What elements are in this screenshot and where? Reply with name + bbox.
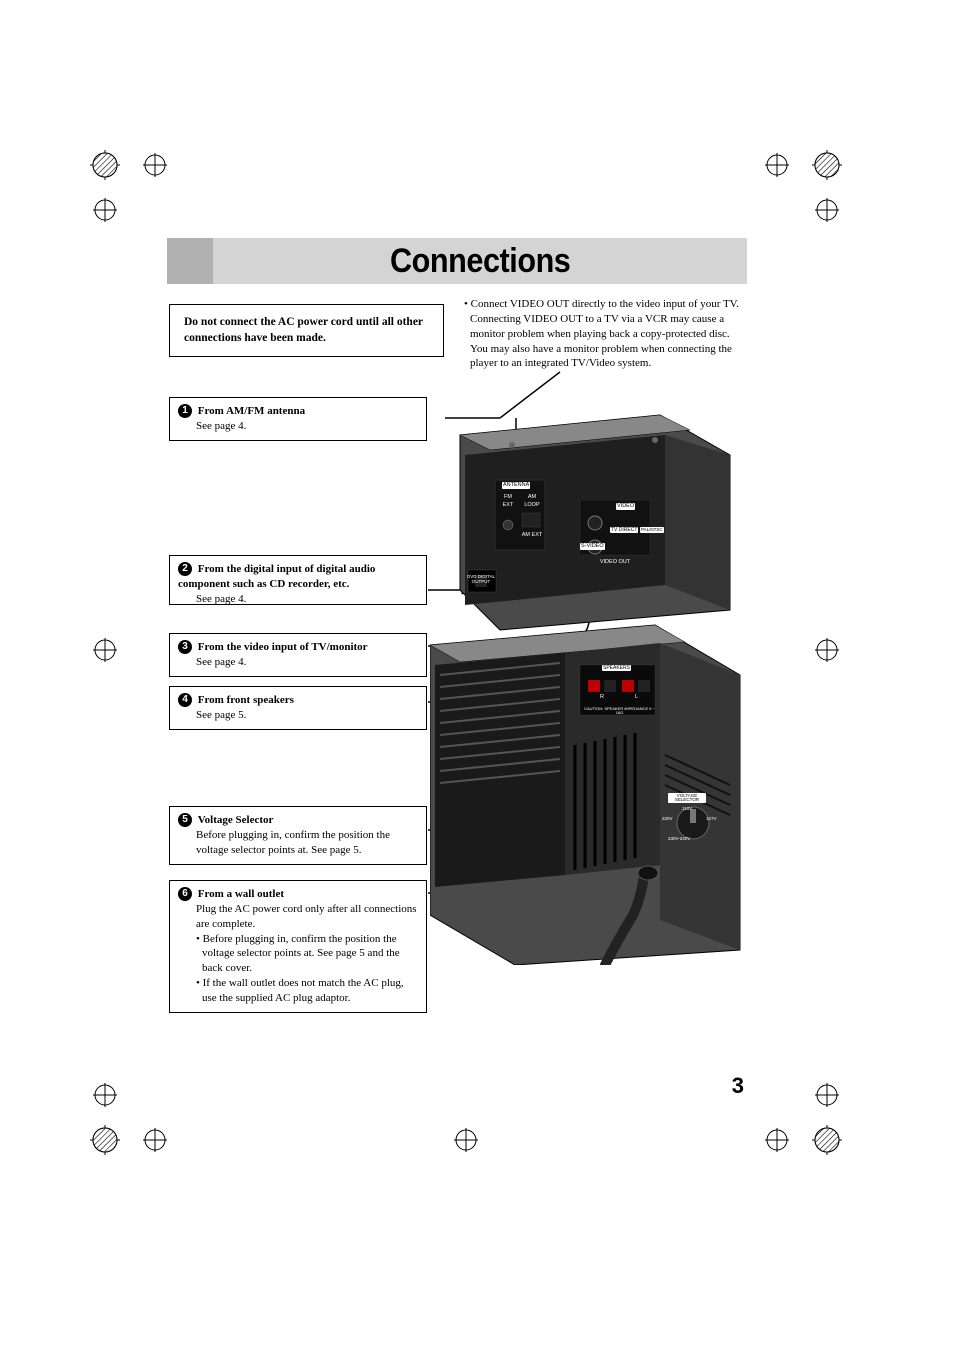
label-tvdirect: TV DIRECT bbox=[610, 527, 638, 533]
label-amext: AM EXT bbox=[520, 533, 544, 539]
callout-number: 1 bbox=[178, 404, 192, 418]
device-illustration bbox=[430, 375, 760, 965]
video-out-note: • Connect VIDEO OUT directly to the vide… bbox=[464, 297, 742, 371]
callout-title: From a wall outlet bbox=[198, 888, 284, 900]
callout-title: From AM/FM antenna bbox=[198, 405, 305, 417]
label-fm: FM bbox=[502, 495, 514, 501]
device-rear-panel: ANTENNA FM EXT AM LOOP AM EXT DVD DIGITA… bbox=[430, 375, 760, 965]
label-speakers: SPEAKERS bbox=[602, 665, 631, 671]
callout-number: 3 bbox=[178, 640, 192, 654]
callout-list: • Before plugging in, confirm the positi… bbox=[178, 932, 418, 1006]
callout-body: See page 4. bbox=[178, 655, 418, 670]
page-title: Connections bbox=[390, 242, 570, 281]
label-video-out: VIDEO OUT bbox=[595, 560, 635, 566]
callout-speakers: 4 From front speakers See page 5. bbox=[169, 686, 427, 730]
callout-voltage: 5 Voltage Selector Before plugging in, c… bbox=[169, 806, 427, 865]
title-strip: Connections bbox=[213, 238, 747, 284]
label-caution: CAUTION: SPEAKER IMPEDANCE 6 ~ 16Ω bbox=[582, 707, 657, 715]
label-antenna: ANTENNA bbox=[502, 482, 530, 489]
callout-title: From the video input of TV/monitor bbox=[198, 641, 368, 653]
page-number: 3 bbox=[732, 1073, 744, 1099]
list-item-text: Before plugging in, confirm the position… bbox=[202, 933, 400, 975]
label-loop: LOOP bbox=[523, 503, 541, 509]
label-r: R bbox=[600, 695, 604, 701]
callout-outlet: 6 From a wall outlet Plug the AC power c… bbox=[169, 880, 427, 1013]
list-item: • If the wall outlet does not match the … bbox=[196, 976, 418, 1006]
callout-body: See page 5. bbox=[178, 708, 418, 723]
label-220v: 220V bbox=[662, 817, 673, 822]
label-digital-out: DVD DIGITAL OUTPUT bbox=[464, 575, 498, 584]
label-video: VIDEO bbox=[616, 503, 635, 510]
callout-number: 5 bbox=[178, 813, 192, 827]
callout-antenna: 1 From AM/FM antenna See page 4. bbox=[169, 397, 427, 441]
list-item-text: If the wall outlet does not match the AC… bbox=[202, 977, 404, 1004]
title-bar: Connections bbox=[167, 238, 747, 284]
callout-title: From front speakers bbox=[198, 694, 294, 706]
label-ext: EXT bbox=[502, 503, 514, 509]
bullet: • bbox=[464, 298, 468, 310]
callout-digital: 2 From the digital input of digital audi… bbox=[169, 555, 427, 605]
list-item: • Before plugging in, confirm the positi… bbox=[196, 932, 418, 977]
callout-title: From the digital input of digital audio … bbox=[178, 563, 375, 590]
label-am: AM bbox=[525, 495, 539, 501]
label-l: L bbox=[635, 695, 638, 701]
callout-title: Voltage Selector bbox=[198, 814, 274, 826]
callout-number: 2 bbox=[178, 562, 192, 576]
label-voltage-selector: VOLTAGE SELECTOR bbox=[668, 793, 706, 803]
callout-video: 3 From the video input of TV/monitor See… bbox=[169, 633, 427, 677]
callout-body: See page 4. bbox=[178, 419, 418, 434]
callout-body: Before plugging in, confirm the position… bbox=[178, 828, 418, 858]
warning-box: Do not connect the AC power cord until a… bbox=[169, 304, 444, 357]
callout-number: 6 bbox=[178, 887, 192, 901]
callout-body: See page 4. bbox=[178, 592, 418, 607]
video-out-note-text: Connect VIDEO OUT directly to the video … bbox=[470, 298, 739, 369]
label-svideo: S-VIDEO bbox=[580, 543, 605, 550]
title-accent-block bbox=[167, 238, 213, 284]
label-230v: 230V-240V bbox=[668, 837, 690, 842]
label-110v: 110V bbox=[682, 807, 692, 812]
warning-text: Do not connect the AC power cord until a… bbox=[184, 316, 423, 344]
label-127v: 127V bbox=[706, 817, 717, 822]
callout-body: Plug the AC power cord only after all co… bbox=[178, 902, 418, 932]
label-pal: PAL/NTSC bbox=[640, 527, 664, 533]
callout-number: 4 bbox=[178, 693, 192, 707]
